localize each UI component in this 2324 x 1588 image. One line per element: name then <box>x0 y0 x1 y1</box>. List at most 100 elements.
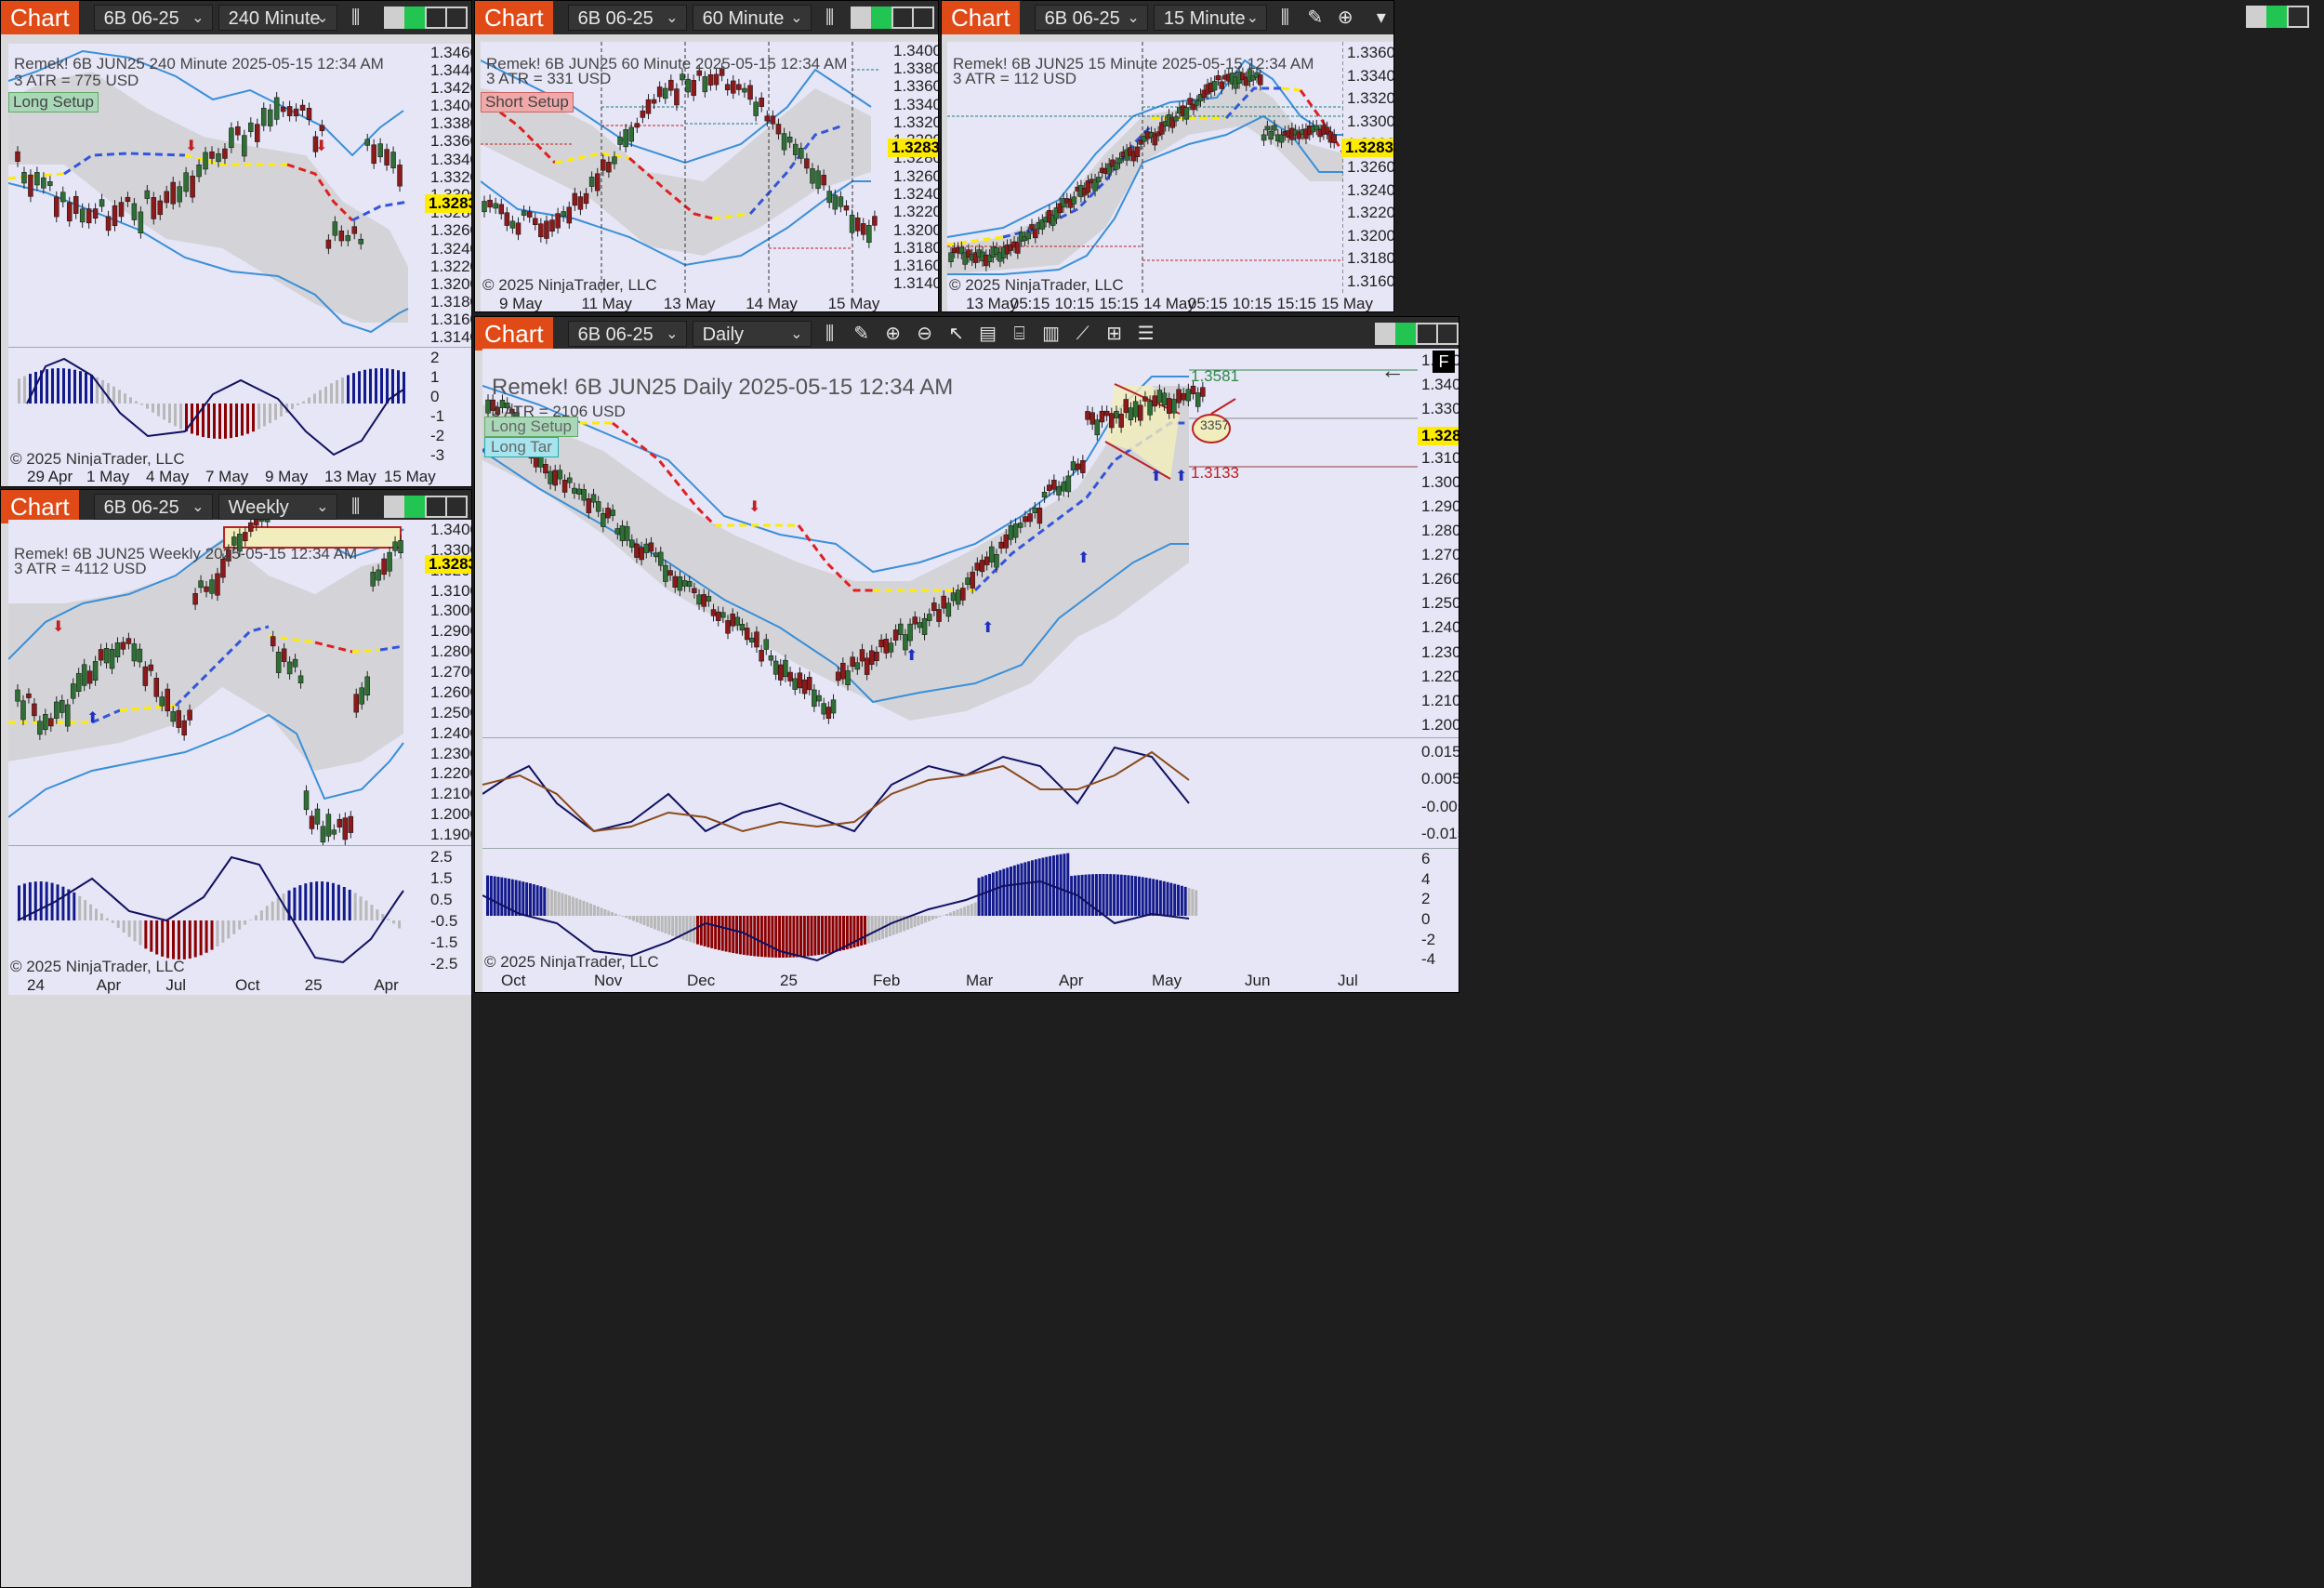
candle <box>495 406 501 415</box>
back-arrow-icon[interactable]: ← <box>1380 356 1405 384</box>
bar-style-icon[interactable]: ⫼ <box>1280 7 1289 28</box>
interval-selector[interactable]: Daily ⌄ <box>692 321 812 347</box>
pencil-icon[interactable]: ✎ <box>853 324 869 344</box>
maximize-button[interactable] <box>445 496 468 518</box>
chevron-down-icon[interactable]: ⌄ <box>1246 10 1260 26</box>
time-axis[interactable]: 24 Apr Jul Oct 25 Apr <box>8 974 471 995</box>
chevron-down-icon[interactable]: ⌄ <box>191 10 205 26</box>
maximize-button[interactable] <box>445 7 468 29</box>
price-axis[interactable]: 1.33601.33401.33201.33001.32801.32601.32… <box>1343 42 1393 293</box>
window-color-button[interactable] <box>384 7 406 29</box>
panel-divider[interactable] <box>8 845 471 846</box>
osc-axis[interactable]: 2 1 0 -1 -2 -3 <box>427 348 471 466</box>
link-green-button[interactable] <box>2266 6 2289 28</box>
zoom-out-icon[interactable]: ⊖ <box>917 324 932 344</box>
panel-divider[interactable] <box>482 737 1459 738</box>
long-target-label[interactable]: Long Tar <box>484 437 559 457</box>
window-color-button[interactable] <box>384 496 406 518</box>
link-green-button[interactable] <box>404 496 427 518</box>
instrument-selector[interactable]: 6B 06-25 ⌄ <box>567 5 687 31</box>
bar-style-icon[interactable]: ⫼ <box>825 324 835 344</box>
bar-style-icon[interactable]: ⫼ <box>350 496 361 517</box>
window-color-button[interactable] <box>2246 6 2268 28</box>
price-axis[interactable]: 1.35001.34001.33001.32001.31001.30001.29… <box>1418 349 1459 737</box>
strategies-icon[interactable]: ⟋ <box>1076 324 1089 344</box>
chart-menu-button[interactable]: Chart <box>475 1 553 34</box>
chevron-down-icon[interactable]: ⌄ <box>1127 10 1140 26</box>
histogram-bar <box>863 916 866 945</box>
pointer-icon[interactable]: ↖ <box>948 324 964 344</box>
minimize-button[interactable] <box>2287 6 2309 28</box>
minimize-button[interactable] <box>425 7 447 29</box>
interval-selector[interactable]: 240 Minute ⌄ <box>218 5 337 31</box>
panel-divider[interactable] <box>8 347 471 348</box>
link-green-button[interactable] <box>404 7 427 29</box>
pencil-icon[interactable]: ✎ <box>1307 7 1324 28</box>
chevron-down-icon[interactable]: ⌄ <box>316 10 329 26</box>
chart-menu-button[interactable]: Chart <box>1 490 79 523</box>
time-axis[interactable]: 13 May 05:15 10:15 15:15 14 May 05:15 10:15 15:… <box>947 293 1393 311</box>
candle <box>138 211 144 233</box>
chevron-down-icon[interactable]: ⌄ <box>316 499 329 515</box>
chart-properties-icon[interactable]: ⊞ <box>1106 324 1122 344</box>
interval-selector[interactable]: 60 Minute ⌄ <box>692 5 812 31</box>
bar-style-icon[interactable]: ⫼ <box>350 7 361 28</box>
chart-menu-button[interactable]: Chart <box>1 1 79 34</box>
price-panel[interactable]: Remek! 6B JUN25 15 Minute 2025-05-15 12:… <box>947 42 1343 294</box>
window-color-button[interactable] <box>1375 323 1397 345</box>
panel-divider[interactable] <box>482 848 1459 849</box>
chart-menu-button[interactable]: Chart <box>475 317 553 351</box>
oscillator-panel[interactable]: © 2025 NinjaTrader, LLC <box>8 348 427 468</box>
histogram-bar <box>297 404 299 405</box>
chevron-down-icon[interactable]: ⌄ <box>666 10 679 26</box>
f-button[interactable]: F <box>1433 351 1455 373</box>
instrument-icon[interactable]: ⌸ <box>1013 324 1025 344</box>
price-axis[interactable]: 1.34001.33001.32001.31001.30001.29001.28… <box>427 520 471 845</box>
chart-menu-button[interactable]: Chart <box>942 1 1020 34</box>
osc-axis[interactable]: 2.5 1.5 0.5 -0.5 -1.5 -2.5 <box>427 846 471 974</box>
price-axis[interactable]: 1.34001.33801.33601.33401.33201.33001.32… <box>890 42 938 293</box>
zoom-in-icon[interactable]: ⊕ <box>885 324 901 344</box>
instrument-selector[interactable]: 6B 06-25 ⌄ <box>93 494 213 520</box>
minimize-button[interactable] <box>425 496 447 518</box>
bar-style-icon[interactable]: ⫼ <box>825 7 835 28</box>
time-axis[interactable]: 29 Apr 1 May 4 May 7 May 9 May 13 May 15 May <box>8 466 471 486</box>
time-axis[interactable]: 9 May 11 May 13 May 14 May 15 May <box>481 293 938 311</box>
instrument-selector[interactable]: 6B 06-25 ⌄ <box>567 321 687 347</box>
indicators-icon[interactable]: ▥ <box>1042 324 1061 344</box>
chevron-down-icon[interactable]: ⌄ <box>790 10 803 26</box>
oscillator-panel-2[interactable]: © 2025 NinjaTrader, LLC <box>482 849 1418 971</box>
instrument-selector[interactable]: 6B 06-25 ⌄ <box>93 5 213 31</box>
link-green-button[interactable] <box>1395 323 1418 345</box>
osc1-axis[interactable]: 0.015 0.005 -0.005 -0.015 <box>1418 738 1459 848</box>
oscillator-panel-1[interactable] <box>482 738 1418 848</box>
link-green-button[interactable] <box>871 7 893 29</box>
price-panel[interactable]: ⬇ ⬆ ⬆ ⬆ ⬆ ⬆ Remek! 6B JUN25 Daily 2025-0… <box>482 349 1418 737</box>
price-panel[interactable]: ⬇ ⬇ Remek! 6B JUN25 240 Minute 2025-05-1… <box>8 44 427 347</box>
chevron-down-icon[interactable]: ⌄ <box>790 326 803 342</box>
chevron-down-icon[interactable]: ⌄ <box>666 326 679 342</box>
price-panel[interactable]: ⬇ ⬆ Remek! 6B JUN25 Weekly 2025-05-15 12… <box>8 520 427 845</box>
long-setup-label[interactable]: Long Setup <box>484 417 578 437</box>
minimize-button[interactable] <box>1416 323 1438 345</box>
data-box-icon[interactable]: ▤ <box>979 324 997 344</box>
time-axis[interactable]: Oct Nov Dec 25 Feb Mar Apr May Jun Jul <box>482 970 1459 992</box>
maximize-button[interactable] <box>912 7 934 29</box>
list-icon[interactable]: ☰ <box>1137 324 1155 344</box>
instrument-selector[interactable]: 6B 06-25 ⌄ <box>1034 5 1148 31</box>
short-setup-label[interactable]: Short Setup <box>481 92 574 112</box>
chevron-down-icon[interactable]: ⌄ <box>191 499 205 515</box>
price-panel[interactable]: Remek! 6B JUN25 60 Minute 2025-05-15 12:… <box>481 42 890 294</box>
window-color-button[interactable] <box>851 7 873 29</box>
oscillator-panel[interactable]: © 2025 NinjaTrader, LLC <box>8 846 427 975</box>
copyright-text: © 2025 NinjaTrader, LLC <box>484 953 659 971</box>
histogram-bar <box>257 404 260 430</box>
maximize-button[interactable] <box>1436 323 1459 345</box>
dropdown-arrow-icon[interactable]: ▾ <box>1376 7 1386 28</box>
osc2-axis[interactable]: 6 4 2 0 -2 -4 <box>1418 849 1459 970</box>
zoom-in-icon[interactable]: ⊕ <box>1337 7 1353 28</box>
interval-selector[interactable]: Weekly ⌄ <box>218 494 337 520</box>
interval-selector[interactable]: 15 Minute ⌄ <box>1153 5 1268 31</box>
minimize-button[interactable] <box>891 7 914 29</box>
long-setup-label[interactable]: Long Setup <box>8 92 99 112</box>
